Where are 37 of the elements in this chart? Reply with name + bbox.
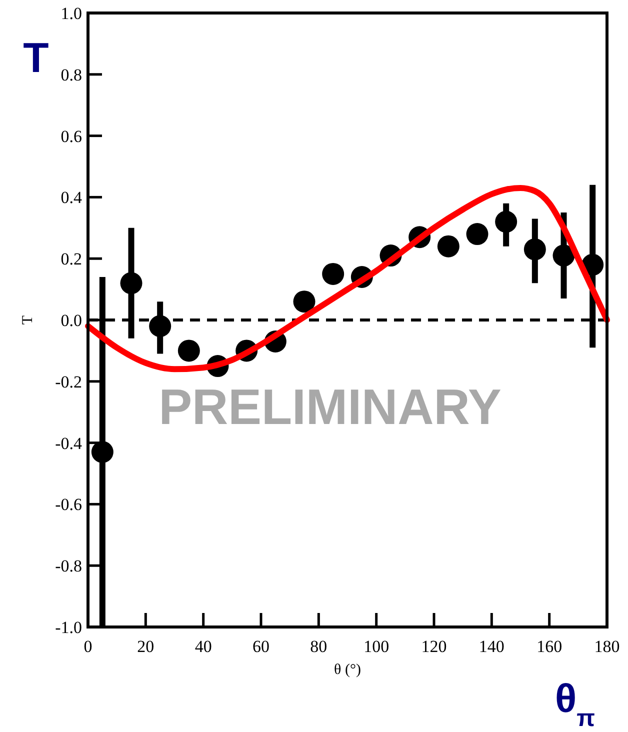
x-tick-label: 140 — [478, 637, 504, 656]
point — [495, 210, 518, 233]
y-tick-label: -1.0 — [55, 618, 82, 637]
point — [524, 238, 546, 260]
point — [322, 262, 344, 285]
y-tick-label: -0.4 — [55, 434, 82, 453]
text: θ$_{π}$ — [555, 677, 595, 732]
y-axis-title: T — [20, 315, 36, 325]
point — [293, 290, 316, 313]
y-tick-label: -0.2 — [55, 372, 82, 392]
x-tick-label: 180 — [594, 637, 620, 656]
point — [466, 223, 488, 246]
point — [552, 244, 575, 267]
x-tick-label: 100 — [364, 637, 390, 656]
x-tick-label: 120 — [421, 637, 447, 656]
x-tick-label: 80 — [310, 637, 328, 656]
y-tick-label: 0.2 — [60, 250, 82, 269]
y-tick-label: 0.4 — [60, 188, 82, 208]
y-tick-label: 1.0 — [60, 4, 82, 23]
x-tick-label: 0 — [84, 637, 92, 656]
y-tick-label: 0.0 — [60, 310, 82, 330]
text: T — [23, 34, 50, 81]
y-tick-label: 0.6 — [60, 126, 82, 146]
point — [437, 235, 460, 258]
y-tick-label: -0.6 — [55, 495, 82, 514]
point — [178, 340, 200, 362]
x-tick-label: 20 — [137, 637, 154, 656]
annotation: PRELIMINARY — [158, 379, 502, 435]
point — [91, 441, 114, 464]
y-tick-label: -0.8 — [55, 556, 82, 576]
x-axis-title: θ (°) — [334, 662, 361, 678]
x-tick-label: 40 — [194, 637, 212, 656]
y-tick-label: 0.8 — [60, 65, 82, 84]
point — [149, 315, 172, 338]
x-tick-label: 160 — [536, 637, 562, 656]
point — [120, 272, 142, 294]
x-tick-label: 60 — [252, 637, 270, 656]
